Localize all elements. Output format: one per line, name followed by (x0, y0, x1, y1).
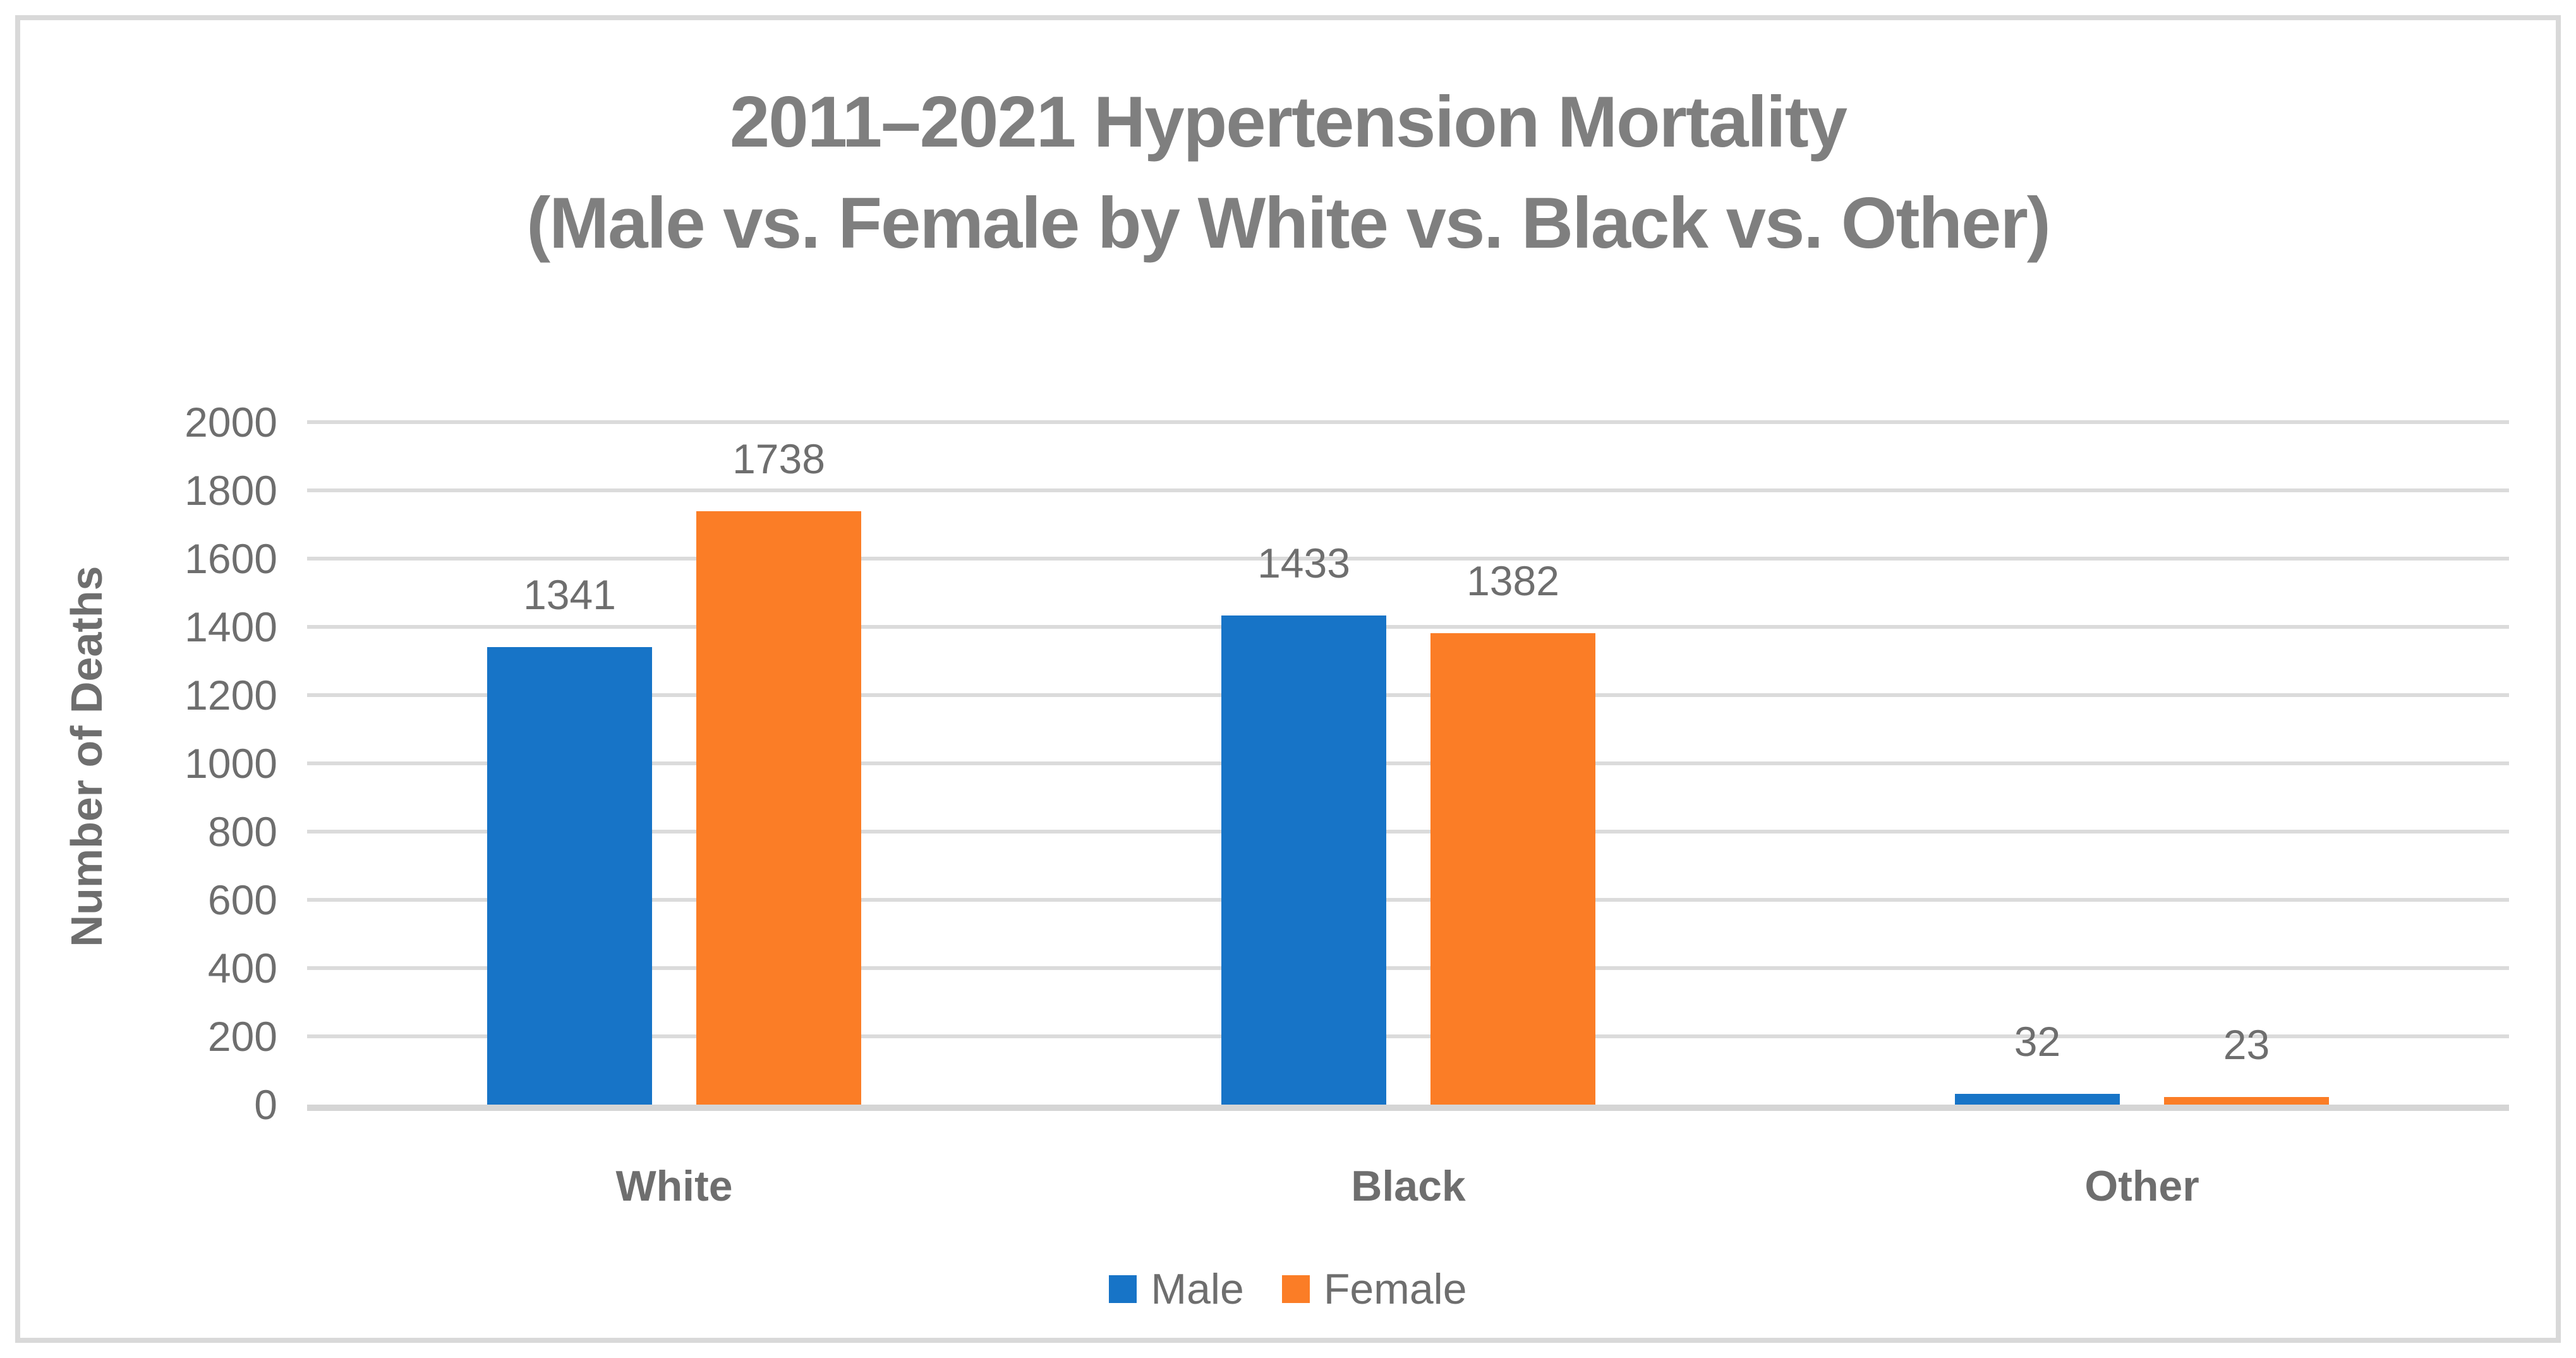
gridline-1200 (307, 693, 2509, 697)
gridline-0 (307, 1105, 2509, 1111)
legend: Male Female (20, 1264, 2556, 1314)
x-category-label-other: Other (2084, 1162, 2199, 1210)
y-axis-tick-label-200: 200 (207, 1013, 277, 1060)
y-axis-tick-label-400: 400 (207, 945, 277, 991)
bar-white-male (487, 647, 652, 1105)
y-axis-tick-label-0: 0 (254, 1081, 277, 1128)
bar-black-male (1221, 615, 1386, 1105)
legend-label-male: Male (1151, 1265, 1244, 1313)
gridline-1800 (307, 488, 2509, 492)
gridline-2000 (307, 420, 2509, 424)
y-axis-tick-label-1200: 1200 (184, 672, 277, 718)
y-axis-tick-label-2000: 2000 (184, 399, 277, 446)
gridline-1000 (307, 761, 2509, 765)
y-axis-tick-label-800: 800 (207, 808, 277, 855)
bar-black-female (1430, 633, 1595, 1105)
x-category-label-white: White (615, 1162, 733, 1210)
bar-value-label-black-female: 1382 (1466, 557, 1559, 604)
chart-title: 2011–2021 Hypertension Mortality (Male v… (20, 72, 2556, 274)
chart-title-line1: 2011–2021 Hypertension Mortality (729, 82, 1847, 162)
bar-value-label-white-male: 1341 (523, 571, 616, 618)
bar-value-label-other-male: 32 (2014, 1018, 2061, 1065)
y-axis-tick-label-1800: 1800 (184, 467, 277, 514)
gridline-1600 (307, 557, 2509, 561)
legend-swatch-female (1281, 1275, 1310, 1303)
gridline-400 (307, 966, 2509, 970)
bar-value-label-white-female: 1738 (732, 435, 825, 482)
y-axis-tick-label-1600: 1600 (184, 535, 277, 582)
bar-value-label-black-male: 1433 (1257, 540, 1350, 586)
bar-white-female (696, 511, 861, 1105)
gridline-600 (307, 898, 2509, 902)
bar-other-female (2164, 1097, 2329, 1105)
legend-swatch-male (1109, 1275, 1137, 1303)
gridline-200 (307, 1034, 2509, 1038)
y-axis-tick-label-1400: 1400 (184, 603, 277, 650)
y-axis-tick-label-600: 600 (207, 876, 277, 923)
gridline-800 (307, 830, 2509, 834)
legend-item-male: Male (1109, 1264, 1244, 1314)
gridline-1400 (307, 625, 2509, 629)
chart-frame: 2011–2021 Hypertension Mortality (Male v… (15, 15, 2561, 1343)
y-axis-tick-label-1000: 1000 (184, 740, 277, 787)
legend-item-female: Female (1281, 1264, 1467, 1314)
chart-title-line2: (Male vs. Female by White vs. Black vs. … (526, 183, 2051, 264)
bar-other-male (1955, 1094, 2120, 1105)
x-category-label-black: Black (1351, 1162, 1466, 1210)
legend-label-female: Female (1323, 1265, 1467, 1313)
bar-value-label-other-female: 23 (2223, 1021, 2270, 1068)
